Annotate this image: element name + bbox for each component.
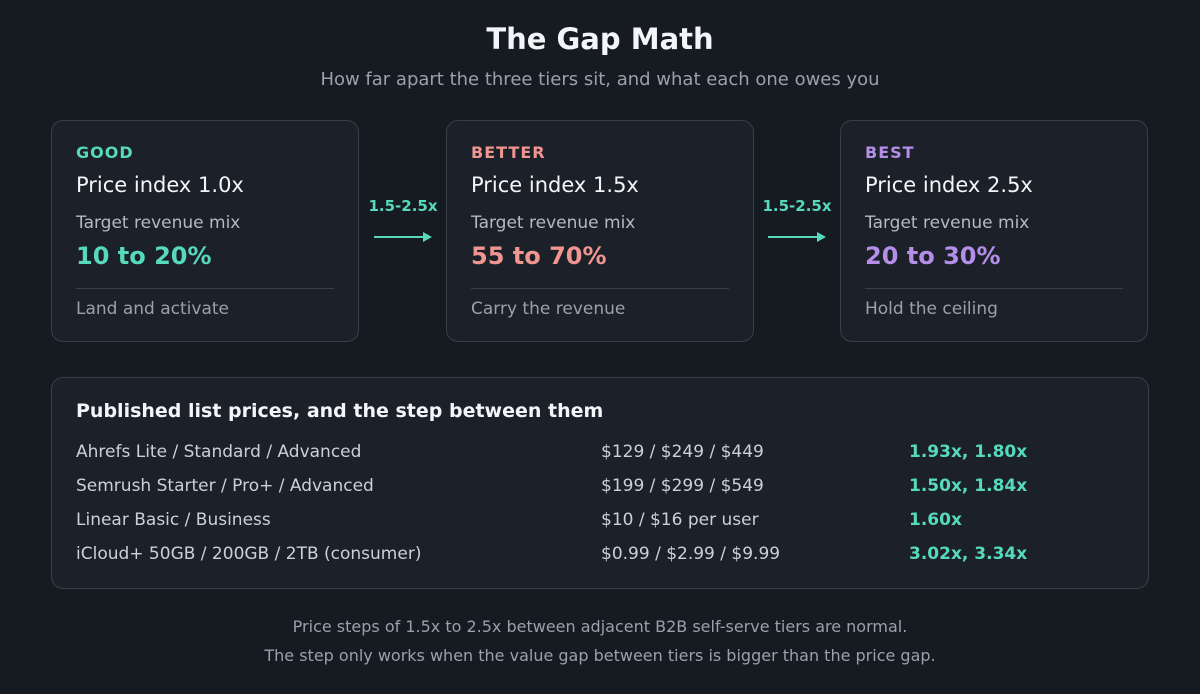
tier-name: GOOD bbox=[76, 143, 134, 162]
arrow-right-icon bbox=[374, 232, 432, 242]
step-connector-good-better: 1.5-2.5x bbox=[358, 195, 448, 255]
tier-card-best: BEST Price index 2.5x Target revenue mix… bbox=[840, 120, 1148, 342]
divider bbox=[865, 288, 1123, 289]
product-cell: Linear Basic / Business bbox=[76, 510, 271, 530]
divider bbox=[471, 288, 729, 289]
tier-card-better: BETTER Price index 1.5x Target revenue m… bbox=[446, 120, 754, 342]
arrow-right-icon bbox=[768, 232, 826, 242]
product-cell: iCloud+ 50GB / 200GB / 2TB (consumer) bbox=[76, 544, 422, 564]
tier-mix-value: 20 to 30% bbox=[865, 242, 1001, 270]
step-connector-better-best: 1.5-2.5x bbox=[752, 195, 842, 255]
tier-role: Land and activate bbox=[76, 299, 229, 319]
price-table: Ahrefs Lite / Standard / Advanced $129 /… bbox=[76, 442, 1126, 578]
step-label: 1.5-2.5x bbox=[368, 197, 438, 215]
tier-mix-label: Target revenue mix bbox=[76, 213, 241, 233]
prices-cell: $10 / $16 per user bbox=[601, 510, 759, 530]
tier-mix-value: 55 to 70% bbox=[471, 242, 607, 270]
page-title: The Gap Math bbox=[486, 22, 714, 56]
table-row: Ahrefs Lite / Standard / Advanced $129 /… bbox=[76, 442, 1126, 476]
table-row: Semrush Starter / Pro+ / Advanced $199 /… bbox=[76, 476, 1126, 510]
table-row: Linear Basic / Business $10 / $16 per us… bbox=[76, 510, 1126, 544]
tier-role: Carry the revenue bbox=[471, 299, 626, 319]
step-ratio-cell: 1.50x, 1.84x bbox=[909, 476, 1028, 496]
footnote: The step only works when the value gap b… bbox=[264, 646, 936, 665]
tier-name: BETTER bbox=[471, 143, 546, 162]
footnote: Price steps of 1.5x to 2.5x between adja… bbox=[292, 617, 908, 636]
tier-mix-value: 10 to 20% bbox=[76, 242, 212, 270]
tier-card-good: GOOD Price index 1.0x Target revenue mix… bbox=[51, 120, 359, 342]
prices-cell: $199 / $299 / $549 bbox=[601, 476, 764, 496]
step-ratio-cell: 3.02x, 3.34x bbox=[909, 544, 1028, 564]
prices-cell: $129 / $249 / $449 bbox=[601, 442, 764, 462]
tier-mix-label: Target revenue mix bbox=[865, 213, 1030, 233]
tier-mix-label: Target revenue mix bbox=[471, 213, 636, 233]
product-cell: Ahrefs Lite / Standard / Advanced bbox=[76, 442, 362, 462]
tier-price-index: Price index 2.5x bbox=[865, 173, 1033, 197]
price-table-heading: Published list prices, and the step betw… bbox=[76, 400, 604, 422]
price-table-panel: Published list prices, and the step betw… bbox=[51, 377, 1149, 589]
step-ratio-cell: 1.60x bbox=[909, 510, 962, 530]
divider bbox=[76, 288, 334, 289]
prices-cell: $0.99 / $2.99 / $9.99 bbox=[601, 544, 781, 564]
tier-price-index: Price index 1.0x bbox=[76, 173, 244, 197]
page-subtitle: How far apart the three tiers sit, and w… bbox=[320, 69, 880, 90]
tier-price-index: Price index 1.5x bbox=[471, 173, 639, 197]
step-ratio-cell: 1.93x, 1.80x bbox=[909, 442, 1028, 462]
tier-role: Hold the ceiling bbox=[865, 299, 998, 319]
product-cell: Semrush Starter / Pro+ / Advanced bbox=[76, 476, 374, 496]
table-row: iCloud+ 50GB / 200GB / 2TB (consumer) $0… bbox=[76, 544, 1126, 578]
step-label: 1.5-2.5x bbox=[762, 197, 832, 215]
tier-name: BEST bbox=[865, 143, 915, 162]
